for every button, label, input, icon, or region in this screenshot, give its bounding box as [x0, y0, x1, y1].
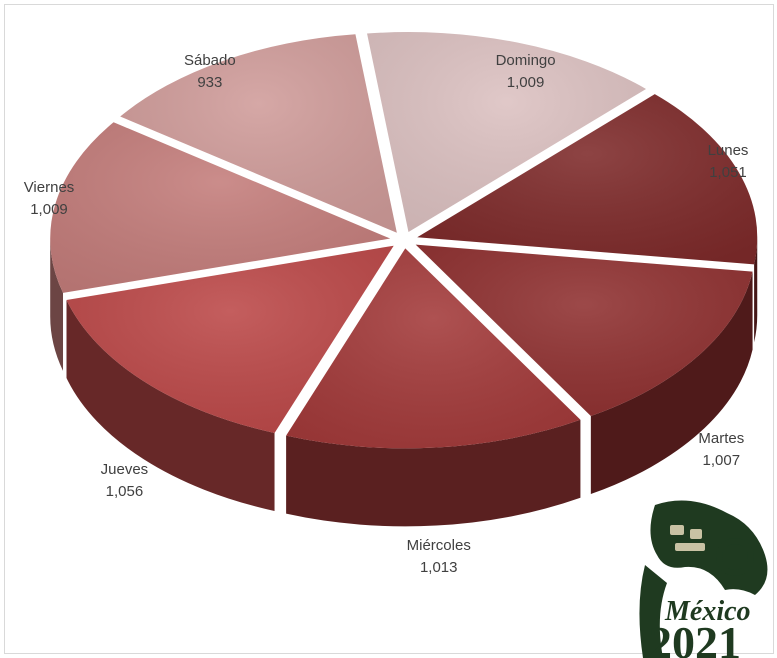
pie-slice-shade — [286, 248, 581, 449]
pie-side-martes — [590, 271, 753, 495]
slice-category: Sábado — [183, 52, 236, 69]
slice-value: 1,056 — [105, 482, 144, 500]
slice-category: Domingo — [495, 52, 556, 69]
pie-tops — [50, 32, 758, 449]
slice-label-martes: Martes 1,007 — [676, 428, 766, 472]
slice-value: 1,013 — [419, 558, 458, 576]
slice-value: 1,051 — [709, 164, 747, 182]
slice-value: 1,009 — [30, 200, 68, 218]
pie-side-viernes — [50, 238, 64, 371]
pie-side-jueves — [66, 300, 275, 512]
pie-slice-shade — [417, 94, 758, 265]
pie-sides — [50, 237, 758, 527]
logo-text-year: 2021 — [649, 617, 741, 658]
pie-slice-shade — [66, 245, 394, 434]
pie-slice-shade — [415, 244, 753, 417]
slice-label-miércoles: Miércoles 1,013 — [394, 535, 484, 579]
slice-label-lunes: Lunes 1,051 — [683, 140, 773, 184]
slice-value: 1,009 — [506, 74, 545, 91]
pie-side-miércoles — [286, 419, 581, 527]
pie-slice-shade — [120, 34, 397, 233]
slice-category: Viernes — [23, 178, 75, 196]
pie-side-lunes — [754, 237, 758, 343]
slice-label-jueves: Jueves 1,056 — [79, 459, 169, 503]
slice-label-viernes: Viernes 1,009 — [4, 177, 94, 221]
pie-slice-shade — [50, 122, 391, 293]
slice-category: Jueves — [100, 460, 149, 478]
slice-category: Lunes — [707, 142, 749, 160]
slice-label-domingo: Domingo 1,009 — [481, 50, 571, 94]
logo-text-mexico: México — [664, 596, 751, 627]
slice-value: 933 — [197, 74, 223, 91]
slice-category: Martes — [698, 430, 745, 448]
slice-label-sábado: Sábado 933 — [165, 50, 255, 94]
slice-value: 1,007 — [702, 452, 741, 470]
pie-slice-shade — [367, 32, 647, 233]
slice-category: Miércoles — [406, 536, 471, 554]
mexico-2021-logo: México 2021 — [615, 495, 777, 658]
serpent-head-icon: México 2021 — [639, 500, 768, 658]
